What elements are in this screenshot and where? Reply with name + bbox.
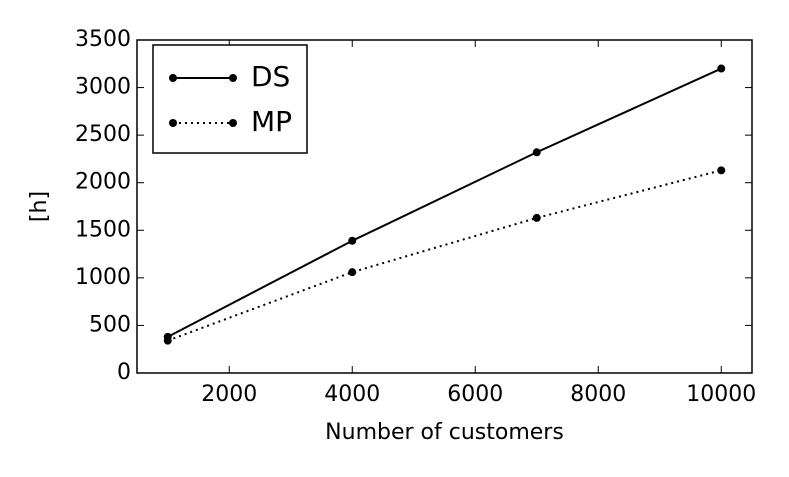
- data-point: [163, 336, 172, 345]
- x-tick-label: 10000: [686, 382, 756, 407]
- legend-box: [152, 44, 308, 154]
- series-line: [167, 67, 722, 338]
- x-tick-label: 4000: [324, 382, 380, 407]
- data-point: [532, 213, 541, 222]
- data-point: [348, 268, 357, 277]
- x-axis-label: Number of customers: [325, 420, 564, 445]
- data-point: [717, 64, 726, 73]
- y-tick-label: 3000: [75, 75, 131, 100]
- y-tick-label: 3500: [75, 27, 131, 52]
- y-tick-label: 0: [117, 360, 131, 385]
- y-axis-label: [h]: [27, 191, 52, 222]
- y-tick-label: 500: [89, 312, 131, 337]
- y-tick-label: 2500: [75, 122, 131, 147]
- x-tick-label: 8000: [570, 382, 626, 407]
- legend-label: DS: [251, 60, 290, 93]
- y-tick-label: 1500: [75, 217, 131, 242]
- legend-label: MP: [251, 105, 292, 138]
- legend-marker: [169, 74, 177, 82]
- x-tick-label: 6000: [447, 382, 503, 407]
- legend-marker: [229, 74, 237, 82]
- x-tick-label: 2000: [201, 382, 257, 407]
- data-point: [717, 166, 726, 175]
- y-tick-label: 2000: [75, 170, 131, 195]
- legend-marker: [169, 119, 177, 127]
- legend-marker: [229, 119, 237, 127]
- y-tick-label: 1000: [75, 265, 131, 290]
- data-point: [532, 148, 541, 157]
- data-point: [348, 236, 357, 245]
- plot-frame: [136, 39, 753, 374]
